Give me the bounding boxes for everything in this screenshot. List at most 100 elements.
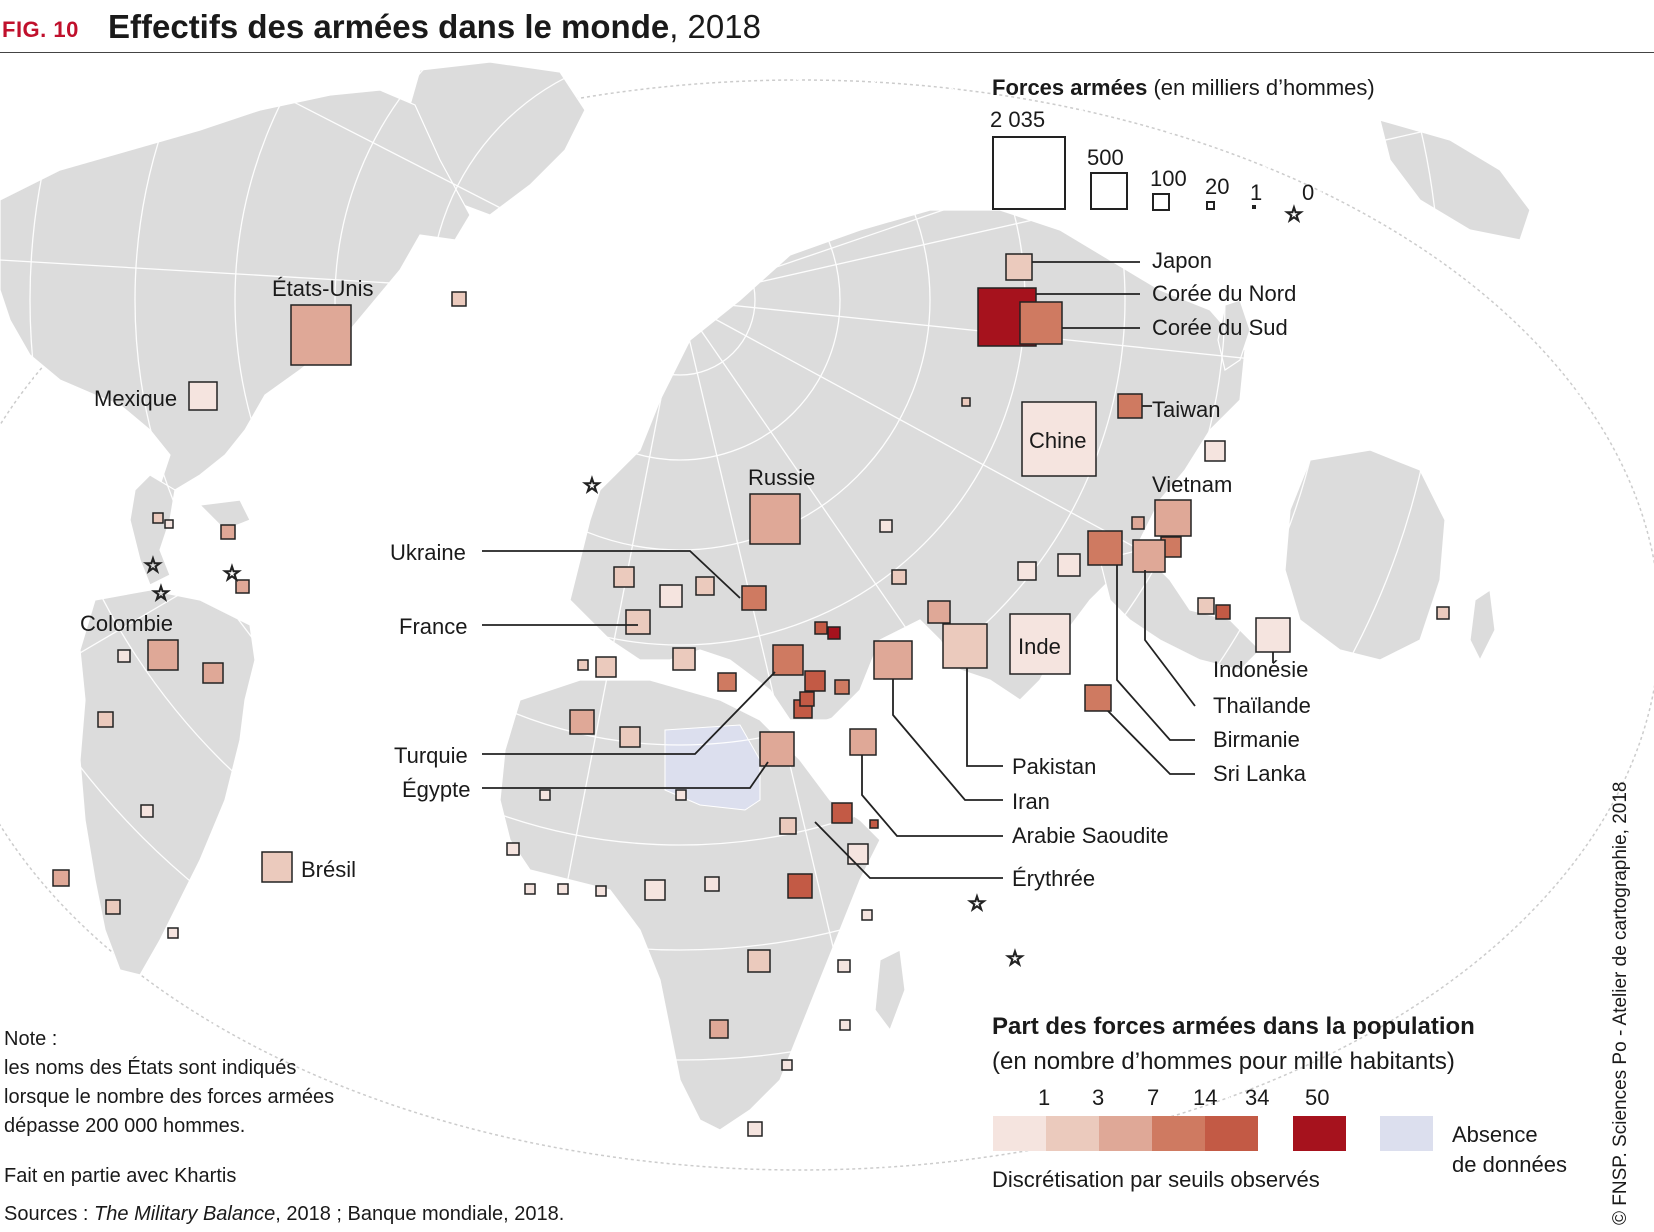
legend-square-100 bbox=[1152, 193, 1170, 211]
label-sri-lanka: Sri Lanka bbox=[1213, 761, 1306, 786]
size-legend-100: 100 bbox=[1150, 166, 1187, 191]
size-legend-symbols bbox=[992, 136, 1256, 211]
landmass-madagascar bbox=[874, 949, 906, 1032]
legend-square-1 bbox=[1252, 205, 1256, 209]
star-icon: ☆ bbox=[223, 561, 241, 585]
header: FIG. 10 Effectifs des armées dans le mon… bbox=[0, 0, 1654, 53]
square-venezuela bbox=[202, 662, 224, 684]
threshold-14: 14 bbox=[1193, 1085, 1218, 1110]
star-icon: ☆ bbox=[152, 581, 170, 605]
square-ghana bbox=[595, 885, 607, 897]
square-ethiopia bbox=[847, 843, 869, 865]
square-cuba bbox=[220, 524, 236, 540]
threshold-50: 50 bbox=[1305, 1085, 1330, 1110]
square-afghanistan bbox=[927, 600, 951, 624]
size-legend-2035: 2 035 bbox=[990, 107, 1046, 132]
landmass-caribbean bbox=[198, 499, 251, 531]
square-chad bbox=[779, 817, 797, 835]
note-block: Note : les noms des États sont indiqués … bbox=[4, 1025, 334, 1141]
square-armenia bbox=[814, 621, 828, 635]
landmass-japan bbox=[1217, 299, 1251, 371]
square-iraq bbox=[834, 679, 850, 695]
square-arabie bbox=[849, 728, 877, 756]
label-chine: Chine bbox=[1029, 428, 1087, 453]
leader-iran bbox=[892, 679, 1003, 801]
square-vietnam bbox=[1154, 499, 1192, 537]
leader-turquie bbox=[482, 671, 776, 755]
leader-erythree bbox=[814, 821, 1003, 879]
leader-pakistan bbox=[966, 668, 1003, 767]
color-legend-swatches bbox=[993, 1116, 1433, 1151]
square-uzbekistan bbox=[891, 569, 907, 585]
square-malaysia bbox=[1197, 597, 1215, 615]
color-swatch-no-data bbox=[1380, 1116, 1433, 1151]
square-congo bbox=[747, 949, 771, 973]
label-thailande: Thaïlande bbox=[1213, 693, 1311, 718]
square-spain bbox=[595, 656, 617, 678]
label-colombie: Colombie bbox=[80, 611, 173, 636]
legend-star-icon: ☆ bbox=[1285, 202, 1303, 226]
square-niger bbox=[675, 789, 687, 801]
label-iran: Iran bbox=[1012, 789, 1050, 814]
label-arabie: Arabie Saoudite bbox=[1012, 823, 1169, 848]
world-map: ☆ ☆ ☆ ☆ ☆ ☆ ☆ bbox=[0, 54, 1654, 1231]
landmass-southeast-asia bbox=[1099, 549, 1261, 671]
square-bolivia bbox=[105, 899, 121, 915]
label-etats-unis: États-Unis bbox=[272, 276, 374, 301]
square-syria bbox=[804, 670, 826, 692]
square-sri-lanka bbox=[1084, 684, 1112, 712]
note-line-3: dépasse 200 000 hommes. bbox=[4, 1115, 246, 1137]
square-chine bbox=[1021, 401, 1097, 477]
square-cameroon bbox=[704, 876, 720, 892]
square-morocco bbox=[569, 709, 595, 735]
square-mozambique bbox=[839, 1019, 851, 1031]
square-peru bbox=[140, 804, 154, 818]
square-bangladesh bbox=[1057, 553, 1081, 577]
color-legend-subtitle: (en nombre d’hommes pour mille habitants… bbox=[992, 1048, 1455, 1075]
khartis-note: Fait en partie avec Khartis bbox=[4, 1165, 237, 1187]
label-taiwan: Taiwan bbox=[1152, 397, 1221, 422]
leader-lines bbox=[482, 261, 1274, 879]
label-indonesie: Indonésie bbox=[1213, 657, 1309, 682]
label-pakistan: Pakistan bbox=[1012, 754, 1097, 779]
star-icon: ☆ bbox=[144, 553, 162, 577]
country-squares bbox=[52, 253, 1450, 1137]
square-colombie bbox=[147, 639, 179, 671]
square-chile bbox=[52, 869, 70, 887]
threshold-1: 1 bbox=[1038, 1085, 1051, 1110]
square-jordan bbox=[799, 691, 815, 707]
square-france bbox=[625, 609, 651, 635]
square-erythree-sm bbox=[869, 819, 879, 829]
square-nigeria bbox=[644, 879, 666, 901]
threshold-7: 7 bbox=[1147, 1085, 1160, 1110]
color-swatch-2 bbox=[1046, 1116, 1099, 1151]
label-ukraine: Ukraine bbox=[390, 540, 466, 565]
note-line-2: lorsque le nombre des forces armées bbox=[4, 1086, 335, 1108]
square-kenya bbox=[861, 909, 873, 921]
square-south-sudan bbox=[787, 873, 813, 899]
square-dominican bbox=[235, 579, 250, 594]
star-icon: ☆ bbox=[583, 473, 601, 497]
sources: Sources : The Military Balance, 2018 ; B… bbox=[4, 1203, 565, 1225]
square-uk bbox=[613, 566, 635, 588]
square-germany bbox=[659, 584, 683, 608]
color-swatch-3 bbox=[1099, 1116, 1152, 1151]
square-inde bbox=[1009, 613, 1071, 675]
threshold-34: 34 bbox=[1245, 1085, 1270, 1110]
square-panama bbox=[117, 649, 131, 663]
figure-number: FIG. 10 bbox=[2, 17, 79, 42]
square-guatemala bbox=[152, 512, 164, 524]
square-poland bbox=[695, 576, 715, 596]
square-mexique bbox=[188, 381, 218, 411]
legend-square-20 bbox=[1206, 201, 1215, 210]
square-south-africa bbox=[747, 1121, 763, 1137]
leader-birmanie bbox=[1116, 565, 1195, 741]
no-data-label-1: Absence bbox=[1452, 1122, 1538, 1147]
no-data-label-2: de données bbox=[1452, 1152, 1567, 1177]
color-swatch-4 bbox=[1152, 1116, 1205, 1151]
leader-arabie bbox=[861, 755, 1003, 837]
note-line-1: les noms des États sont indiqués bbox=[4, 1057, 297, 1079]
square-azerbaijan bbox=[827, 626, 841, 640]
square-italy bbox=[672, 647, 696, 671]
size-legend-1: 1 bbox=[1250, 180, 1263, 205]
